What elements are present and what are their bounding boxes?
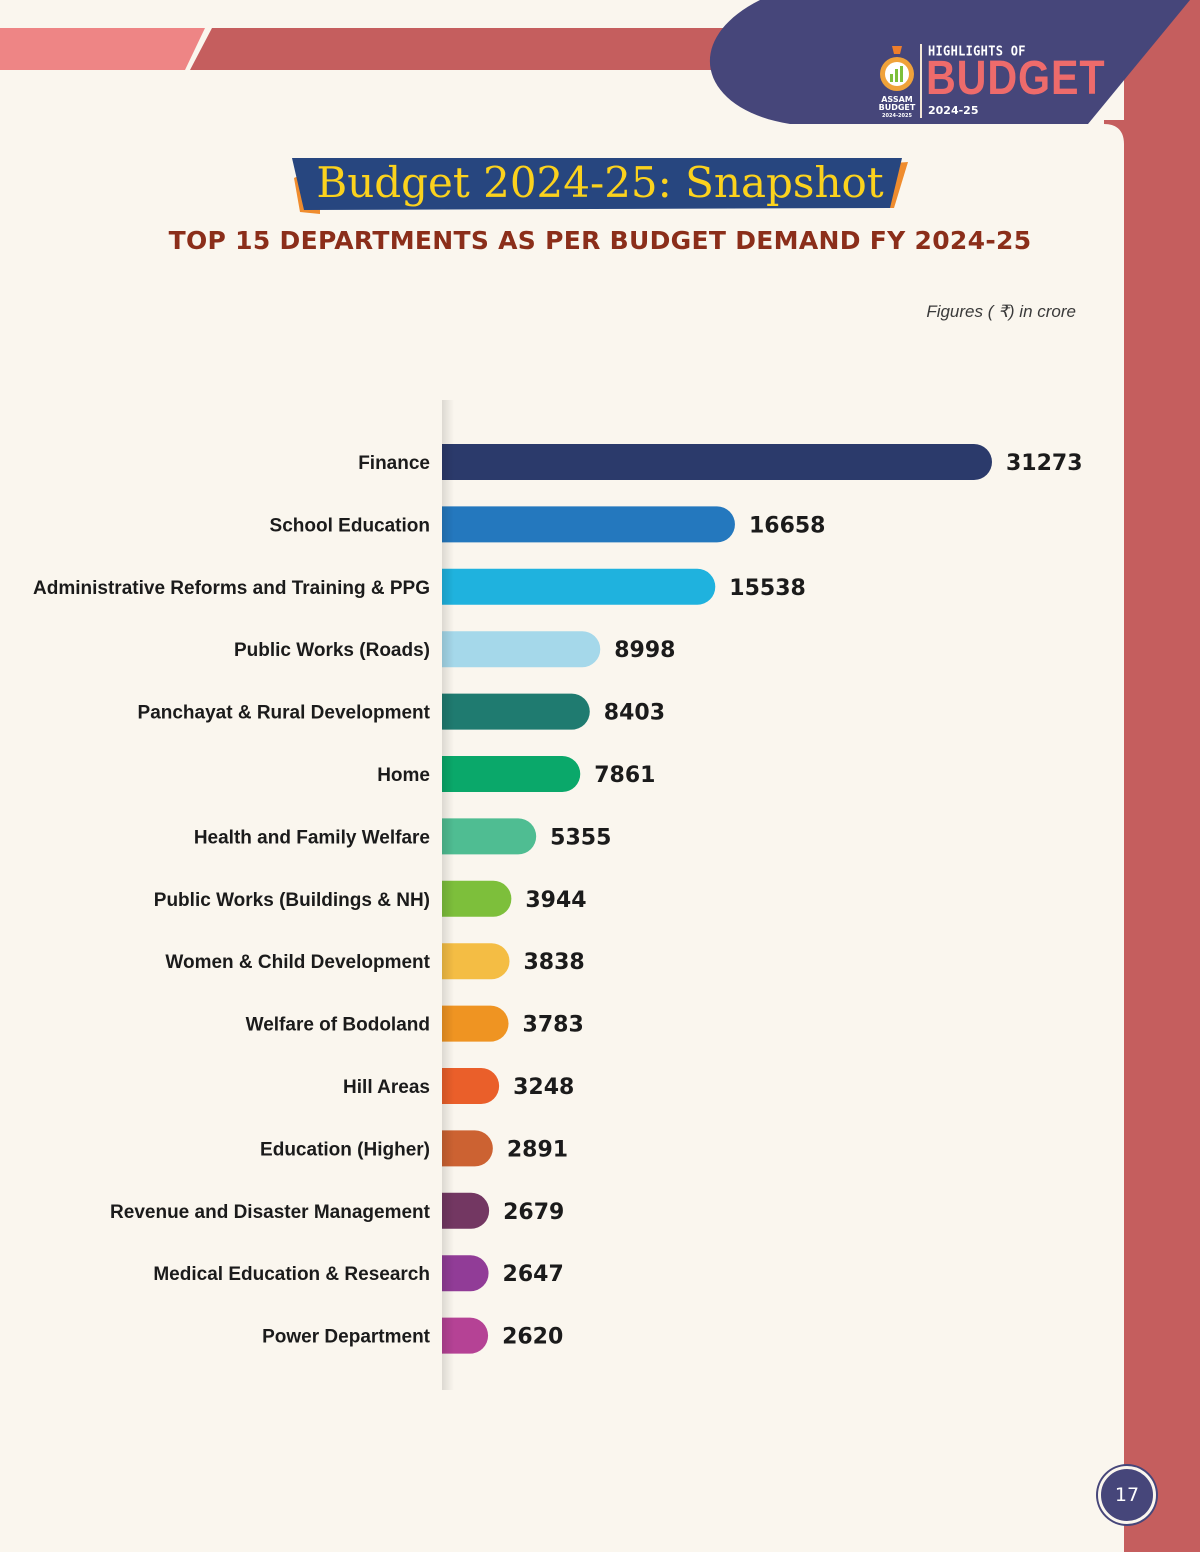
category-label: Home xyxy=(377,765,430,786)
category-label: Women & Child Development xyxy=(165,952,430,973)
header-navy-shape xyxy=(709,0,1190,124)
value-label: 8403 xyxy=(604,701,665,726)
category-label: Administrative Reforms and Training & PP… xyxy=(33,578,430,599)
bar xyxy=(442,1130,493,1167)
value-labels-layer: 31273 16658 15538 8998 8403 7861 5355 3944 3838 3… xyxy=(502,451,1082,1350)
logo-year-small-text: 2024-2025 xyxy=(882,113,912,119)
chart-subtitle: TOP 15 DEPARTMENTS AS PER BUDGET DEMAND … xyxy=(168,226,1032,255)
category-label: Revenue and Disaster Management xyxy=(110,1202,431,1223)
bar xyxy=(442,1068,500,1104)
category-label: Medical Education & Research xyxy=(153,1264,430,1285)
bar xyxy=(442,880,512,917)
category-label: Panchayat & Rural Development xyxy=(138,703,431,724)
bar xyxy=(442,693,590,730)
logo-budget-small-text: BUDGET xyxy=(878,103,916,112)
logo-budget-text: BUDGET xyxy=(926,52,1106,105)
page-number: 17 xyxy=(1098,1466,1156,1524)
bars-layer xyxy=(442,444,992,1354)
bar-chart: Finance School Education Administrative Re… xyxy=(33,400,1083,1390)
header-band xyxy=(0,0,1200,140)
value-label: 3838 xyxy=(523,950,584,975)
category-label: Welfare of Bodoland xyxy=(246,1015,430,1036)
value-label: 5355 xyxy=(550,825,611,850)
bar xyxy=(442,818,537,855)
value-label: 2620 xyxy=(502,1325,563,1350)
bar xyxy=(442,568,716,605)
value-label: 2647 xyxy=(503,1262,564,1287)
value-label: 2679 xyxy=(503,1200,564,1225)
units-note: Figures ( ₹) in crore xyxy=(926,302,1076,321)
category-label: Hill Areas xyxy=(343,1077,430,1098)
bar xyxy=(442,756,581,792)
value-label: 7861 xyxy=(594,763,655,788)
value-label: 15538 xyxy=(729,576,806,601)
value-label: 8998 xyxy=(614,638,675,663)
page-title: Budget 2024-25: Snapshot xyxy=(316,158,884,207)
logo-assam-budget-text: ASSAM BUDGET 2024-2025 xyxy=(876,96,918,120)
bar xyxy=(442,631,601,668)
category-label: Finance xyxy=(358,453,430,474)
bar xyxy=(442,444,992,480)
category-label: Public Works (Buildings & NH) xyxy=(154,890,430,911)
axis-shadow xyxy=(442,400,454,1390)
bar xyxy=(442,506,735,543)
category-label: Education (Higher) xyxy=(260,1139,430,1160)
logo-divider xyxy=(920,44,922,118)
logo-highlights-text: HIGHLIGHTS OF xyxy=(928,43,1026,59)
logo-assam-text: ASSAM xyxy=(881,95,913,104)
value-label: 2891 xyxy=(507,1137,568,1162)
category-labels-layer: Finance School Education Administrative Re… xyxy=(33,453,431,1348)
bar xyxy=(442,1005,509,1042)
bar xyxy=(442,943,510,980)
category-label: Health and Family Welfare xyxy=(194,827,430,848)
right-side-strip xyxy=(1124,140,1200,1552)
category-label: School Education xyxy=(270,515,430,536)
category-label: Power Department xyxy=(262,1327,431,1348)
budget-bag-icon xyxy=(880,46,914,91)
budget-logo: ASSAM BUDGET 2024-2025 HIGHLIGHTS OF BUD… xyxy=(876,40,1105,122)
value-label: 3783 xyxy=(523,1013,584,1038)
value-label: 16658 xyxy=(749,513,826,538)
logo-year-text: 2024-25 xyxy=(928,104,979,117)
value-label: 31273 xyxy=(1006,451,1083,476)
header-stripe-light xyxy=(0,28,205,70)
title-banner xyxy=(292,158,908,214)
value-label: 3944 xyxy=(525,888,586,913)
value-label: 3248 xyxy=(513,1075,574,1100)
category-label: Public Works (Roads) xyxy=(234,640,430,661)
